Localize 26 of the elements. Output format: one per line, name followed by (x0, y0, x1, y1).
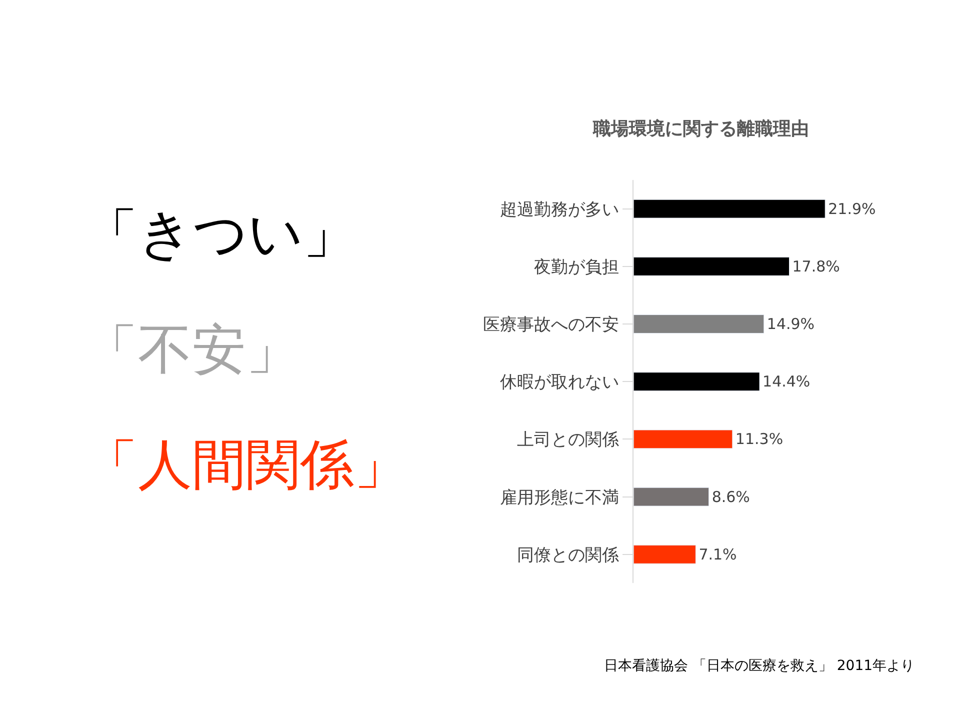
data-label: 17.8% (792, 257, 840, 276)
y-tick-label: 超過勤務が多い (500, 200, 620, 220)
text: 「不安」 (84, 318, 300, 381)
text: 「きつい」 (84, 202, 357, 265)
bar (634, 430, 733, 449)
data-label: 8.6% (712, 488, 750, 506)
data-label: 11.3% (735, 430, 784, 448)
y-tick-label: 雇用形態に不満 (500, 488, 620, 508)
bar (634, 544, 696, 564)
y-tick-label: 夜勤が負担 (534, 257, 620, 278)
text: 日本看護協会 「日本の医療を救え」 2011年より (604, 658, 915, 674)
bar (634, 372, 760, 392)
data-label: 14.4% (762, 372, 810, 391)
text: 「人間関係」 (84, 433, 408, 496)
y-tick-label: 休暇が取れない (500, 372, 620, 393)
chart-title: 職場環境に関する離職理由 (592, 118, 809, 140)
y-tick-label: 上司との関係 (517, 430, 620, 450)
data-label: 21.9% (828, 200, 876, 218)
bar (634, 256, 790, 276)
bar (634, 314, 764, 334)
bar (634, 199, 826, 218)
y-tick-label: 同僚との関係 (517, 545, 620, 566)
y-tick-label: 医療事故への不安 (483, 314, 620, 335)
bar (634, 487, 710, 506)
data-label: 7.1% (698, 545, 737, 564)
data-label: 14.9% (766, 315, 815, 333)
